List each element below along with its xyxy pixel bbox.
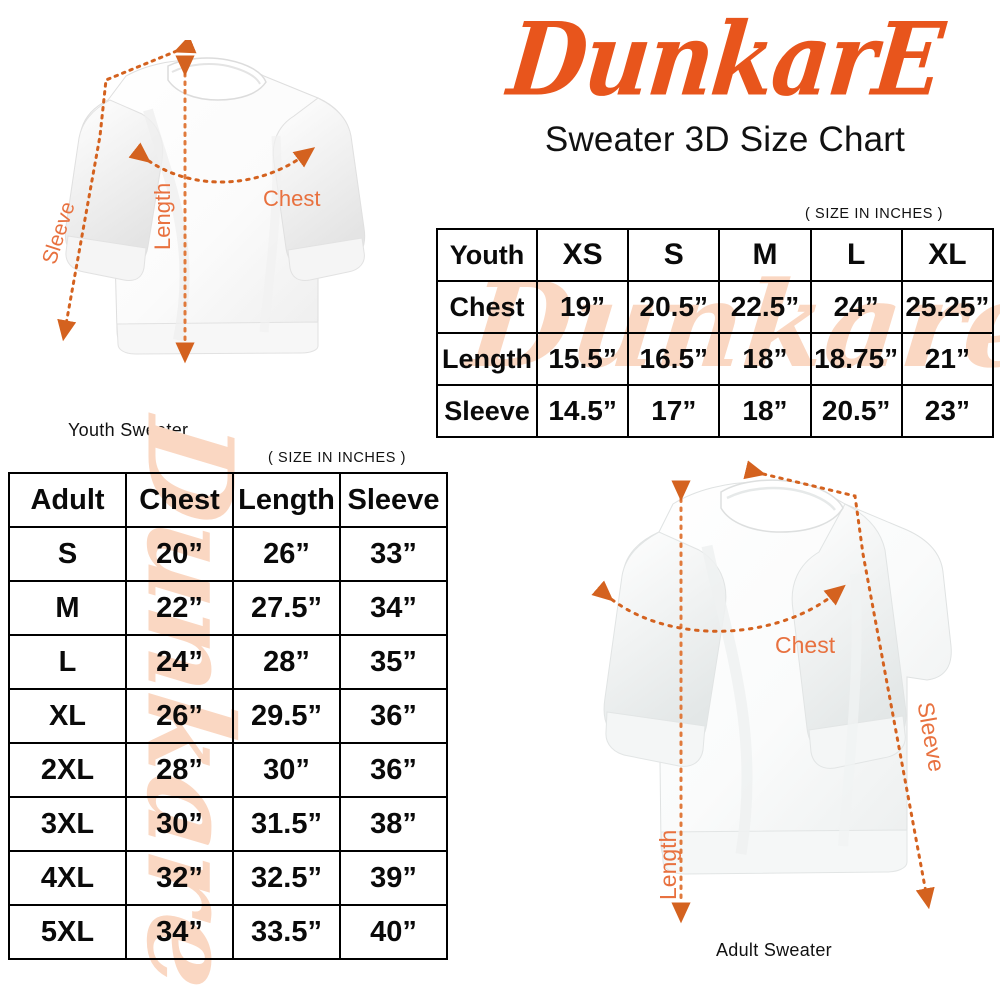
- table-row: M 22” 27.5” 34”: [8, 580, 448, 636]
- adult-sweater-caption: Adult Sweater: [716, 940, 832, 960]
- youth-measurement-arrows: [57, 40, 316, 364]
- youth-cell: 25.25”: [900, 280, 995, 334]
- page-title: Sweater 3D Size Chart: [544, 119, 906, 159]
- adult-row-label: M: [8, 580, 127, 636]
- adult-row-label: 4XL: [8, 850, 127, 906]
- adult-table-body: Adult Chest Length Sleeve S 20” 26” 33” M 22” 27.5…: [8, 472, 448, 960]
- adult-row-label: 3XL: [8, 796, 127, 852]
- adult-cell: 22”: [125, 580, 234, 636]
- adult-cell: 26”: [232, 526, 341, 582]
- youth-units-note: ( SIZE IN INCHES ): [805, 206, 944, 222]
- adult-size-table: Adult Chest Length Sleeve S 20” 26” 33” M 22” 27.5…: [8, 472, 448, 960]
- youth-chest-label: Chest: [263, 186, 321, 211]
- youth-cell: 19”: [535, 280, 630, 334]
- table-row: S 20” 26” 33”: [8, 526, 448, 582]
- table-row: L 24” 28” 35”: [8, 634, 448, 690]
- youth-cell: 15.5”: [535, 332, 630, 386]
- adult-cell: 39”: [339, 850, 448, 906]
- adult-cell: 28”: [125, 742, 234, 798]
- youth-sweater-caption: Youth Sweater: [68, 420, 189, 440]
- adult-cell: 35”: [339, 634, 448, 690]
- adult-chest-label: Chest: [775, 632, 836, 658]
- adult-cell: 30”: [232, 742, 341, 798]
- adult-row-label: 5XL: [8, 904, 127, 960]
- youth-cell: 20.5”: [809, 384, 903, 438]
- adult-cell: 30”: [125, 796, 234, 852]
- youth-cell: 17”: [627, 384, 721, 438]
- youth-cell: 22.5”: [718, 280, 812, 334]
- table-row: Sleeve 14.5” 17” 18” 20.5” 23”: [436, 384, 995, 438]
- youth-column-header: S: [627, 228, 721, 282]
- youth-column-header: M: [718, 228, 812, 282]
- youth-column-header: XL: [900, 228, 995, 282]
- youth-cell: 23”: [900, 384, 995, 438]
- adult-sweater-diagram: [555, 450, 995, 950]
- youth-column-header: XS: [535, 228, 630, 282]
- adult-units-note: ( SIZE IN INCHES ): [268, 450, 407, 466]
- adult-cell: 29.5”: [232, 688, 341, 744]
- adult-row-label: 2XL: [8, 742, 127, 798]
- adult-column-header: Chest: [125, 472, 234, 528]
- adult-cell: 36”: [339, 688, 448, 744]
- youth-sweater-diagram: [18, 40, 418, 410]
- adult-header-row: Adult Chest Length Sleeve: [8, 472, 448, 528]
- youth-row-label: Length: [436, 332, 538, 386]
- youth-header-row: Youth XS S M L XL: [436, 228, 995, 282]
- adult-length-label: Length: [655, 829, 681, 900]
- youth-table-body: Youth XS S M L XL Chest 19” 20.5” 22.5” 24” 25.25” L…: [436, 228, 995, 438]
- adult-cell: 38”: [339, 796, 448, 852]
- adult-cell: 26”: [125, 688, 234, 744]
- youth-cell: 14.5”: [535, 384, 630, 438]
- youth-row-label: Sleeve: [436, 384, 538, 438]
- adult-row-label: L: [8, 634, 127, 690]
- youth-cell: 18”: [718, 332, 812, 386]
- table-row: Length 15.5” 16.5” 18” 18.75” 21”: [436, 332, 995, 386]
- adult-cell: 24”: [125, 634, 234, 690]
- table-row: 3XL 30” 31.5” 38”: [8, 796, 448, 852]
- adult-measurement-arrows: [591, 460, 935, 924]
- table-row: 4XL 32” 32.5” 39”: [8, 850, 448, 906]
- adult-row-label: XL: [8, 688, 127, 744]
- brand-logo: DunkarE: [503, 0, 948, 120]
- youth-column-header: L: [809, 228, 903, 282]
- adult-row-label: S: [8, 526, 127, 582]
- youth-length-label: Length: [150, 182, 175, 250]
- youth-cell: 18.75”: [809, 332, 903, 386]
- youth-cell: 24”: [809, 280, 903, 334]
- adult-cell: 40”: [339, 904, 448, 960]
- adult-cell: 33.5”: [232, 904, 341, 960]
- youth-cell: 20.5”: [627, 280, 721, 334]
- adult-cell: 31.5”: [232, 796, 341, 852]
- youth-corner-label: Youth: [436, 228, 538, 282]
- youth-size-table: Youth XS S M L XL Chest 19” 20.5” 22.5” 24” 25.25” L…: [436, 228, 995, 438]
- adult-cell: 33”: [339, 526, 448, 582]
- adult-cell: 20”: [125, 526, 234, 582]
- adult-cell: 32”: [125, 850, 234, 906]
- youth-cell: 21”: [900, 332, 995, 386]
- table-row: XL 26” 29.5” 36”: [8, 688, 448, 744]
- brand-block: DunkarE Sweater 3D Size Chart: [455, 1, 995, 160]
- adult-cell: 32.5”: [232, 850, 341, 906]
- table-row: 2XL 28” 30” 36”: [8, 742, 448, 798]
- adult-cell: 27.5”: [232, 580, 341, 636]
- youth-cell: 18”: [718, 384, 812, 438]
- youth-row-label: Chest: [436, 280, 538, 334]
- table-row: Chest 19” 20.5” 22.5” 24” 25.25”: [436, 280, 995, 334]
- adult-cell: 36”: [339, 742, 448, 798]
- youth-cell: 16.5”: [627, 332, 721, 386]
- adult-cell: 34”: [125, 904, 234, 960]
- adult-cell: 28”: [232, 634, 341, 690]
- adult-corner-label: Adult: [8, 472, 127, 528]
- table-row: 5XL 34” 33.5” 40”: [8, 904, 448, 960]
- adult-column-header: Sleeve: [339, 472, 448, 528]
- adult-column-header: Length: [232, 472, 341, 528]
- adult-cell: 34”: [339, 580, 448, 636]
